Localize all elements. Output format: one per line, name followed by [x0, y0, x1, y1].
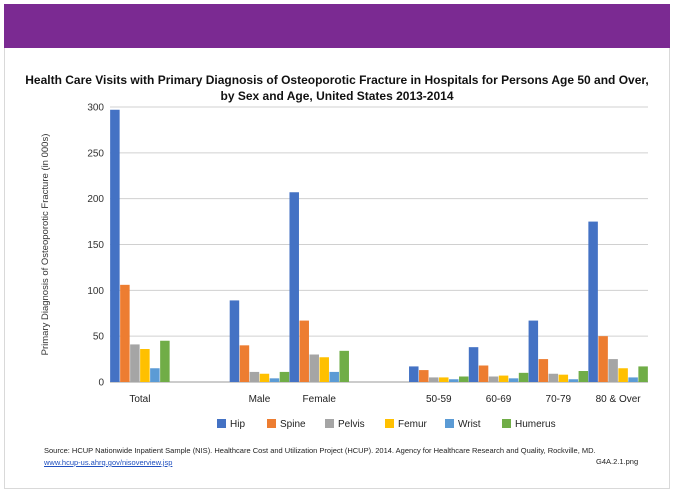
bar — [618, 368, 628, 382]
bar — [568, 379, 579, 382]
source-text: Source: HCUP Nationwide Inpatient Sample… — [44, 446, 596, 455]
bar — [608, 359, 618, 382]
y-tick-label: 200 — [87, 194, 104, 205]
bar — [449, 379, 459, 382]
bar — [478, 365, 489, 382]
legend-label: Pelvis — [338, 419, 365, 430]
y-tick-label: 50 — [93, 332, 105, 343]
bar — [110, 109, 120, 382]
y-tick-label: 0 — [98, 378, 104, 389]
bar — [409, 366, 419, 382]
bar — [259, 373, 270, 382]
x-tick-label: 80 & Over — [596, 394, 642, 405]
bar — [488, 376, 499, 382]
bar — [419, 370, 429, 382]
bar — [459, 376, 469, 382]
bar — [299, 320, 309, 382]
x-tick-label: 70-79 — [546, 394, 572, 405]
bar — [160, 340, 170, 382]
bar — [508, 378, 519, 382]
bar — [598, 336, 608, 382]
x-tick-label: Female — [303, 394, 337, 405]
bar — [528, 320, 539, 382]
bar — [498, 375, 509, 382]
bar — [548, 373, 559, 382]
chart-title: Health Care Visits with Primary Diagnosi… — [25, 73, 649, 103]
bar — [229, 300, 240, 382]
bar — [130, 344, 140, 382]
x-tick-label: 50-59 — [426, 394, 452, 405]
y-tick-label: 250 — [87, 148, 104, 159]
y-tick-label: 150 — [87, 240, 104, 251]
legend-swatch — [502, 419, 511, 428]
legend-swatch — [445, 419, 454, 428]
bar — [468, 347, 479, 382]
bar — [289, 192, 299, 382]
source-note: Source: HCUP Nationwide Inpatient Sample… — [44, 445, 604, 469]
legend-label: Humerus — [515, 419, 556, 430]
x-tick-label: Total — [129, 394, 150, 405]
y-tick-label: 300 — [87, 103, 104, 114]
bar — [628, 377, 638, 382]
bar — [578, 371, 589, 382]
bar — [120, 284, 130, 382]
bar — [279, 371, 290, 382]
bar — [249, 371, 260, 382]
bar — [269, 378, 280, 382]
legend-label: Spine — [280, 419, 306, 430]
header-banner — [4, 4, 670, 48]
bar — [588, 221, 598, 382]
x-tick-label: Male — [249, 394, 271, 405]
file-id: G4A.2.1.png — [596, 457, 639, 466]
bar — [339, 350, 349, 382]
bar — [239, 345, 250, 382]
bar — [319, 357, 329, 382]
bar — [150, 368, 160, 382]
y-tick-label: 100 — [87, 286, 104, 297]
legend-swatch — [267, 419, 276, 428]
bar — [309, 354, 319, 382]
bar — [429, 377, 439, 382]
bar — [439, 377, 449, 382]
bar — [140, 349, 150, 382]
legend-swatch — [325, 419, 334, 428]
legend-label: Wrist — [458, 419, 481, 430]
legend-label: Hip — [230, 419, 245, 430]
bar — [538, 359, 549, 382]
legend-label: Femur — [398, 419, 428, 430]
legend-swatch — [385, 419, 394, 428]
y-axis-label: Primary Diagnosis of Osteoporotic Fractu… — [40, 134, 51, 356]
bar — [518, 372, 529, 382]
source-link[interactable]: www.hcup-us.ahrq.gov/nisoverview.jsp — [44, 458, 173, 467]
bar — [638, 366, 648, 382]
bar — [558, 374, 569, 382]
legend-swatch — [217, 419, 226, 428]
bar — [329, 371, 339, 382]
x-tick-label: 60-69 — [486, 394, 512, 405]
